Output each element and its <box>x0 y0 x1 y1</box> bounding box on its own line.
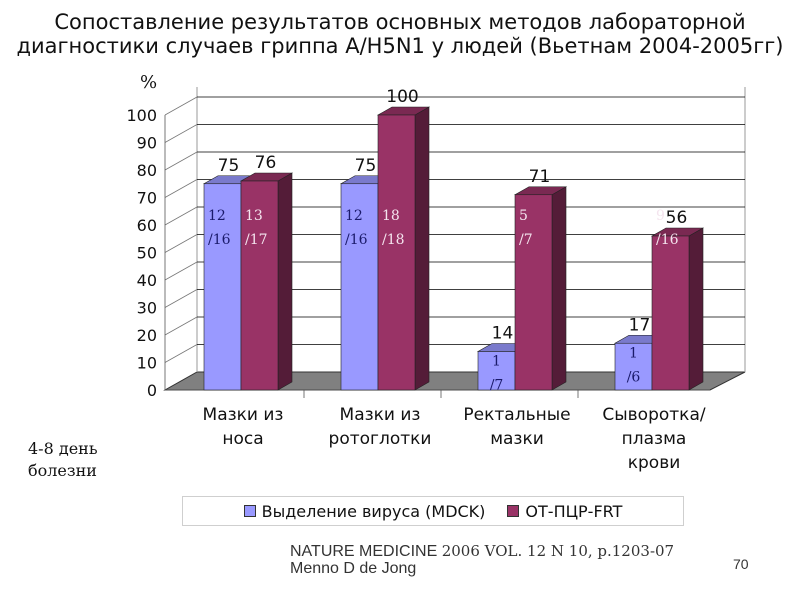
bar-fraction-numerator: 9 <box>656 208 665 224</box>
bar <box>650 227 705 391</box>
bar-front <box>377 114 416 391</box>
y-tick-label: 0 <box>147 381 157 400</box>
bar-value-label: 56 <box>666 208 688 228</box>
bar-value-label: 75 <box>355 156 377 176</box>
bar-value-label: 71 <box>529 167 551 187</box>
bar-front <box>477 351 516 391</box>
bar-fraction-denominator: /6 <box>627 369 641 385</box>
source-citation: NATURE MEDICINE 2006 VOL. 12 N 10, p.120… <box>290 542 675 578</box>
bar-front <box>614 342 653 391</box>
legend-item-virus: Выделение вируса (MDCK) <box>243 501 486 521</box>
side-wall-gridline <box>164 234 198 253</box>
category-label: Мазки из <box>203 405 284 425</box>
bar-fraction-numerator: 1 <box>629 345 638 361</box>
legend-label-pcr: ОТ-ПЦР-FRT <box>525 501 623 521</box>
y-tick-label: 40 <box>137 271 157 290</box>
bar-fraction-denominator: /16 <box>208 232 231 248</box>
chart-title: Сопоставление результатов основных метод… <box>16 10 784 58</box>
bar-value-label: 14 <box>492 324 514 344</box>
legend-swatch-virus <box>243 505 256 517</box>
bar-fraction-numerator: 12 <box>345 208 363 224</box>
category-label: мазки <box>490 429 544 449</box>
chart-walls <box>163 87 746 391</box>
category-label: крови <box>628 453 681 473</box>
bar-fraction-denominator: /16 <box>345 232 368 248</box>
y-unit-label: % <box>140 72 158 93</box>
page-number: 70 <box>733 556 749 572</box>
bar <box>239 172 294 391</box>
bar-fraction-numerator: 18 <box>382 208 400 224</box>
y-tick-label: 10 <box>137 354 157 373</box>
bar-fraction-denominator: /18 <box>382 232 405 248</box>
legend-swatch-pcr <box>507 505 520 517</box>
y-tick-label: 50 <box>137 244 157 263</box>
bar-fraction-denominator: /7 <box>519 232 533 248</box>
x-axis-categories: Мазки из носа Мазки из ротоглотки Ректальные… <box>203 390 706 473</box>
side-wall-gridline <box>164 179 198 198</box>
bar-side <box>414 106 430 391</box>
bar-front <box>240 180 279 391</box>
source-author: Menno D de Jong <box>290 560 417 577</box>
bar-value-label: 76 <box>255 153 277 173</box>
y-tick-label: 90 <box>137 134 157 153</box>
category-label: Ректальные <box>463 405 570 425</box>
bar-value-label: 100 <box>386 87 418 107</box>
legend-label-virus: Выделение вируса (MDCK) <box>261 501 486 521</box>
side-wall-gridline <box>164 96 198 116</box>
category-label: Сыворотка/ <box>602 405 705 425</box>
category-label: носа <box>222 429 263 449</box>
bar-fraction-denominator: /7 <box>490 378 504 394</box>
legend-item-pcr: ОТ-ПЦР-FRT <box>507 502 622 521</box>
bar <box>513 186 568 391</box>
bar-fraction-numerator: 1 <box>492 354 501 370</box>
side-wall-gridline <box>164 344 198 363</box>
side-wall-gridline <box>164 316 198 336</box>
bar-fraction-numerator: 12 <box>208 208 226 224</box>
category-label: ротоглотки <box>329 429 432 449</box>
y-tick-label: 30 <box>137 299 157 318</box>
chart-legend: Выделение вируса (MDCK) ОТ-ПЦР-FRT <box>182 496 684 526</box>
category-label: плазма <box>622 429 687 449</box>
bar-side <box>688 227 704 391</box>
bar-fraction-denominator: /17 <box>245 232 268 248</box>
bar-side <box>277 172 293 391</box>
y-tick-label: 100 <box>126 106 157 125</box>
y-tick-label: 70 <box>137 189 157 208</box>
bar-front <box>340 183 379 391</box>
bar-fraction-denominator: /16 <box>656 232 679 248</box>
bar <box>376 106 431 391</box>
side-wall-gridline <box>164 151 198 171</box>
source-reference: 2006 VOL. 12 N 10, p.1203-07 <box>441 542 675 560</box>
bar-value-label: 17 <box>629 315 651 335</box>
bar-front <box>651 235 690 391</box>
days-of-illness-note: 4-8 день болезни <box>28 439 98 480</box>
bar-fraction-numerator: 13 <box>245 208 263 224</box>
bar-fraction-numerator: 5 <box>519 208 528 224</box>
side-wall-gridline <box>164 261 198 281</box>
category-label: Мазки из <box>340 405 421 425</box>
chart-labels: 75 12/16 76 13/17 75 12/16 100 18/18 14 1/7 71 5/7 1… <box>208 87 687 394</box>
source-publication: NATURE MEDICINE <box>290 543 438 560</box>
chart-bars <box>202 106 705 391</box>
bar-value-label: 75 <box>218 156 240 176</box>
y-tick-label: 20 <box>137 326 157 345</box>
bar-side <box>551 186 567 391</box>
side-wall-gridline <box>164 206 198 226</box>
y-tick-label: 80 <box>137 161 157 180</box>
bar-front <box>514 194 553 391</box>
y-tick-label: 60 <box>137 216 157 235</box>
side-wall-gridline <box>164 289 198 308</box>
side-wall-gridline <box>164 124 198 143</box>
